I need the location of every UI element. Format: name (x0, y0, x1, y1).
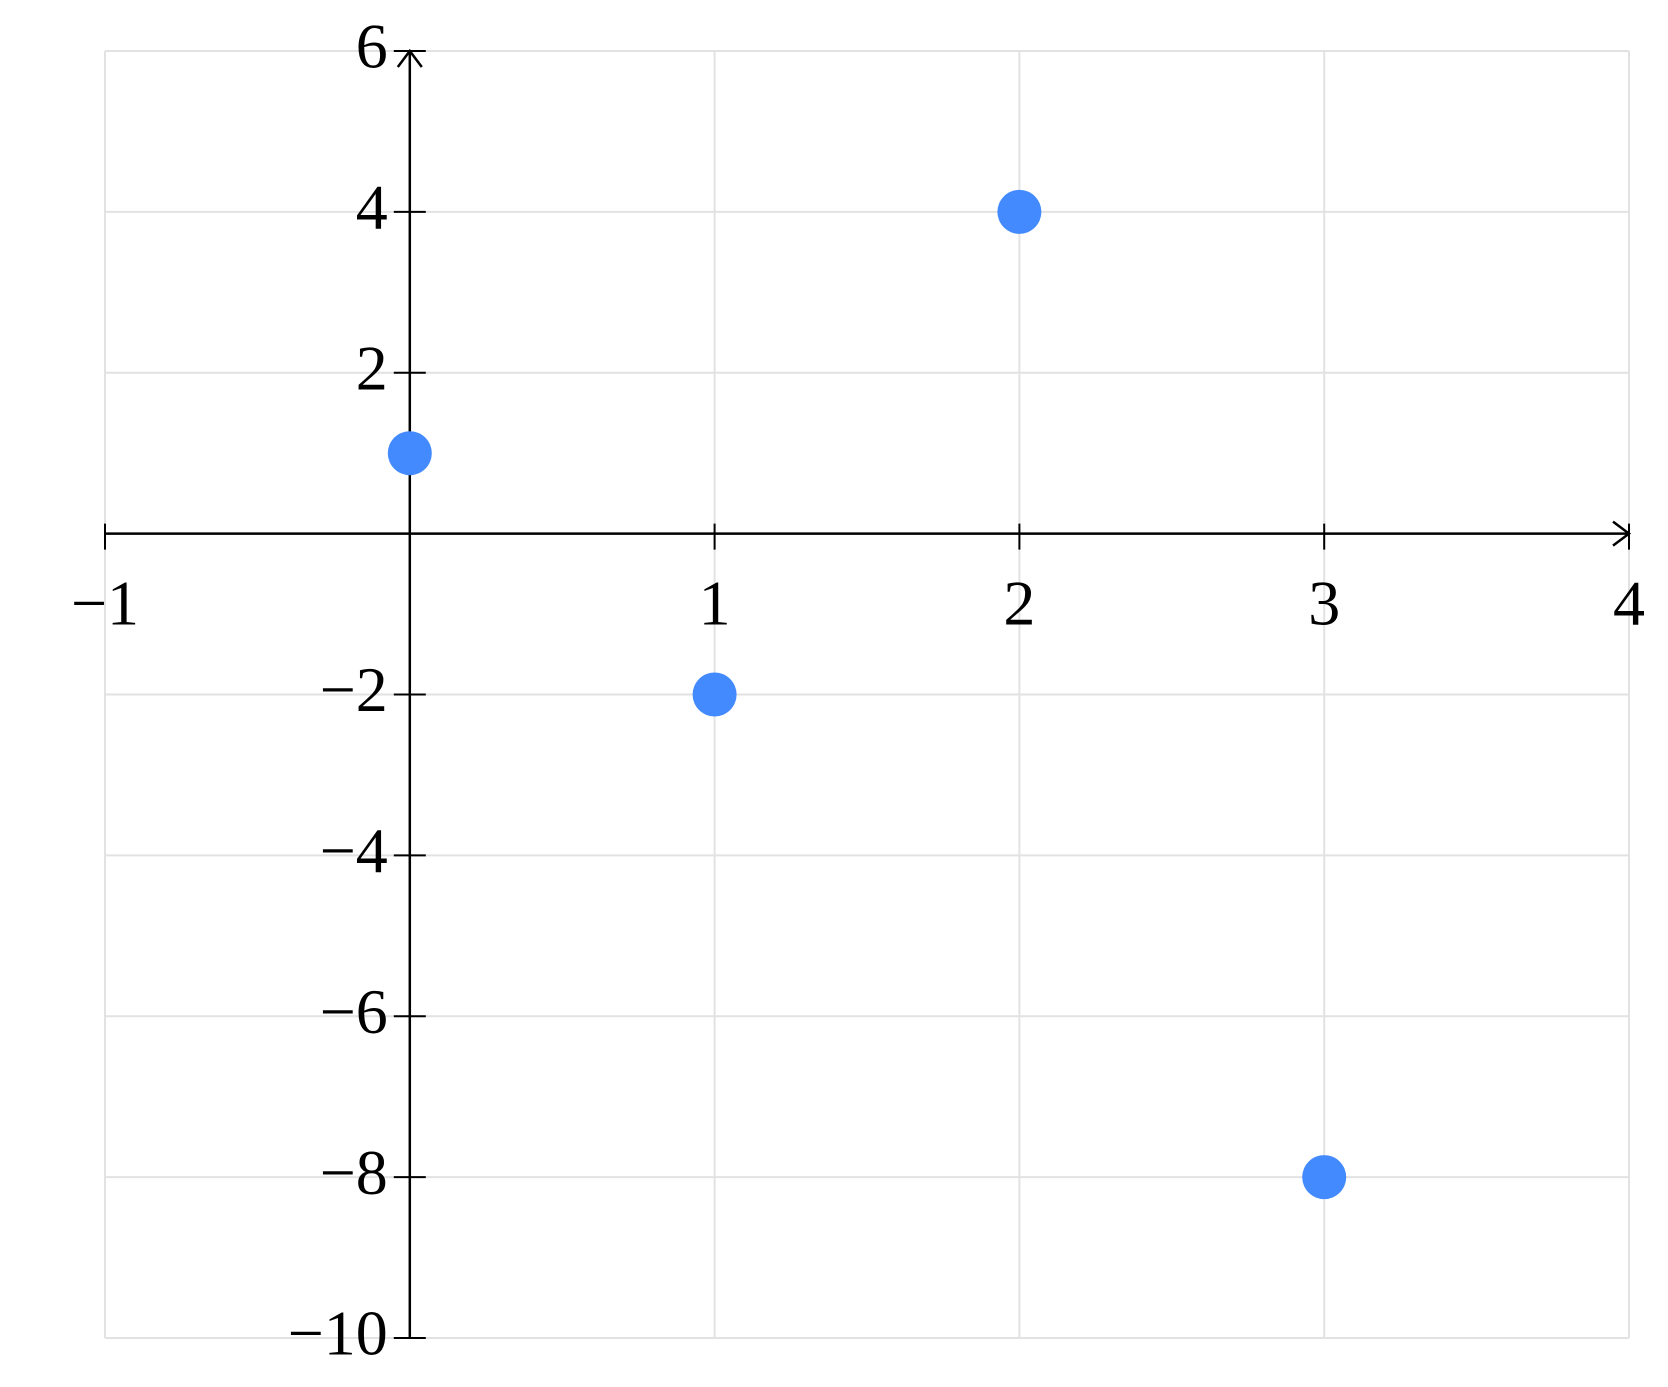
x-tick-label: 3 (1308, 567, 1340, 638)
y-tick-label: 2 (356, 332, 388, 403)
x-tick-label: −1 (71, 567, 139, 638)
y-tick-label: 6 (356, 11, 388, 82)
point (1302, 1155, 1347, 1200)
y-tick-label: −4 (320, 815, 388, 886)
y-tick-label: −8 (320, 1137, 388, 1208)
point (692, 672, 737, 717)
y-tick-label: −2 (320, 654, 388, 725)
x-tick-label: 1 (699, 567, 731, 638)
y-tick-label: −10 (288, 1298, 388, 1369)
x-tick-label: 2 (1003, 567, 1035, 638)
y-tick-label: −6 (320, 976, 388, 1047)
point (997, 189, 1042, 234)
x-tick-label: 4 (1613, 567, 1645, 638)
point (387, 431, 432, 476)
y-tick-label: 4 (356, 172, 388, 243)
